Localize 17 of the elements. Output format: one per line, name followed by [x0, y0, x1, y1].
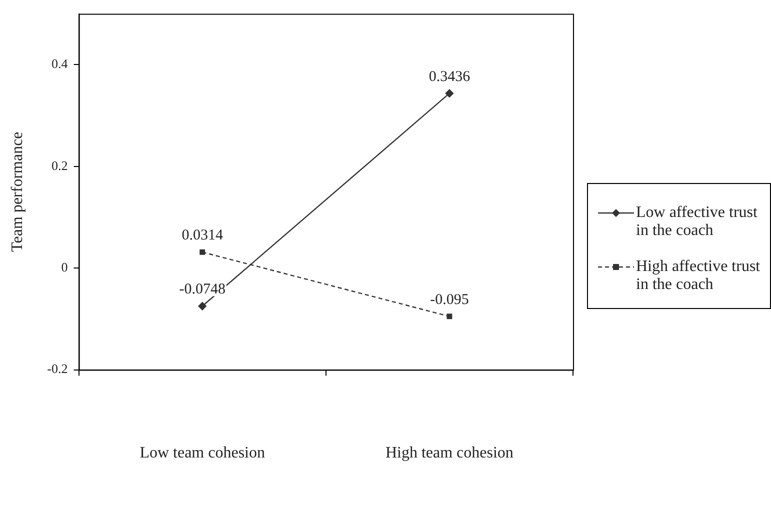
x-tick-label: High team cohesion: [385, 444, 514, 462]
y-tick-label: 0.4: [52, 56, 68, 72]
y-tick-label: 0: [61, 260, 68, 275]
data-label: 0.3436: [428, 68, 471, 85]
data-label: -0.095: [430, 292, 469, 308]
point: [200, 249, 206, 255]
data-label: -0.0748: [179, 282, 226, 298]
point: [198, 302, 206, 310]
x-tick-label: Low team cohesion: [140, 444, 265, 462]
y-tick-label: -0.2: [47, 361, 68, 376]
y-tick-label: 0.2: [52, 158, 68, 173]
data-label: 0.0314: [182, 228, 224, 244]
point: [446, 314, 452, 320]
legend-label: Low affective trust in the coach: [636, 204, 758, 240]
legend-label: High affective trust in the coach: [636, 258, 762, 294]
point: [445, 89, 454, 98]
y-axis-title: Team performance: [8, 132, 26, 252]
